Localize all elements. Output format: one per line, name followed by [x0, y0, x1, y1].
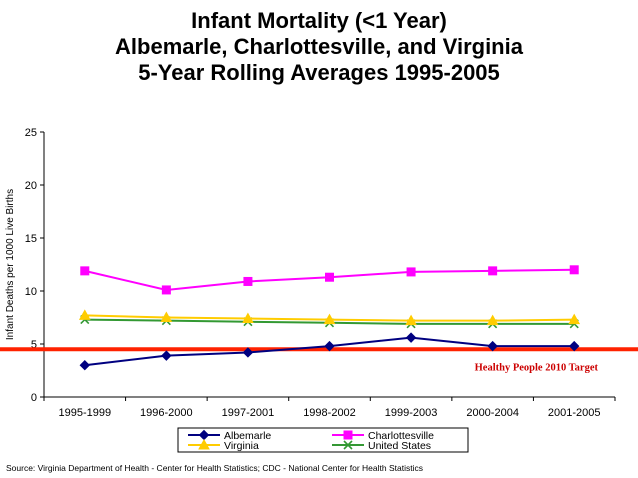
data-point-virginia [323, 313, 336, 325]
y-tick-label: 10 [25, 286, 37, 298]
data-point-charlottesville [488, 266, 498, 276]
data-point-albemarle [161, 350, 172, 361]
y-tick-label: 15 [25, 233, 37, 245]
target-label: Healthy People 2010 Target [475, 362, 599, 373]
data-point-charlottesville [406, 267, 416, 277]
data-point-virginia [405, 314, 417, 326]
x-tick-label: 2001-2005 [548, 407, 601, 419]
x-tick-label: 1999-2003 [385, 407, 438, 419]
chart-title: Infant Mortality (<1 Year) Albemarle, Ch… [0, 8, 638, 86]
source-note: Source: Virginia Department of Health - … [6, 463, 423, 473]
y-tick-label: 5 [31, 339, 37, 351]
legend-label-virginia: Virginia [224, 440, 259, 452]
y-tick-label: 20 [25, 180, 37, 192]
data-point-albemarle [487, 340, 498, 352]
legend-marker-united-states [343, 440, 353, 450]
data-point-albemarle [324, 340, 335, 352]
legend-label-united-states: United States [368, 440, 431, 452]
data-point-albemarle [242, 347, 254, 358]
data-point-virginia [568, 313, 581, 325]
legend-marker-charlottesville [343, 430, 353, 440]
x-tick-label: 1998-2002 [303, 407, 356, 419]
data-point-albemarle [79, 359, 90, 371]
data-point-albemarle [569, 340, 580, 352]
legend-label-albemarle: Albemarle [224, 430, 271, 442]
y-tick-label: 25 [25, 127, 37, 139]
legend-marker-virginia [198, 438, 210, 450]
data-point-virginia [242, 312, 254, 324]
chart-title-line-1: Infant Mortality (<1 Year) [191, 8, 447, 33]
data-point-charlottesville [243, 276, 253, 286]
legend [177, 427, 469, 453]
data-point-charlottesville [80, 266, 90, 276]
legend-label-charlottesville: Charlottesville [368, 430, 434, 442]
y-tick-label: 0 [31, 392, 37, 404]
data-point-charlottesville [325, 272, 334, 282]
data-point-virginia [160, 311, 173, 322]
y-axis-label: Infant Deaths per 1000 Live Births [5, 189, 16, 340]
x-tick-label: 2000-2004 [466, 407, 519, 419]
x-tick-label: 1996-2000 [140, 407, 193, 419]
chart-title-line-2: Albemarle, Charlottesville, and Virginia [115, 34, 523, 59]
data-point-virginia [486, 314, 499, 326]
data-point-charlottesville [161, 285, 171, 295]
x-tick-label: 1995-1999 [58, 407, 111, 419]
data-point-albemarle [405, 332, 417, 343]
x-tick-label: 1997-2001 [222, 407, 275, 419]
data-point-charlottesville [569, 265, 579, 275]
data-point-virginia [78, 309, 91, 320]
chart-title-line-3: 5-Year Rolling Averages 1995-2005 [138, 60, 500, 85]
